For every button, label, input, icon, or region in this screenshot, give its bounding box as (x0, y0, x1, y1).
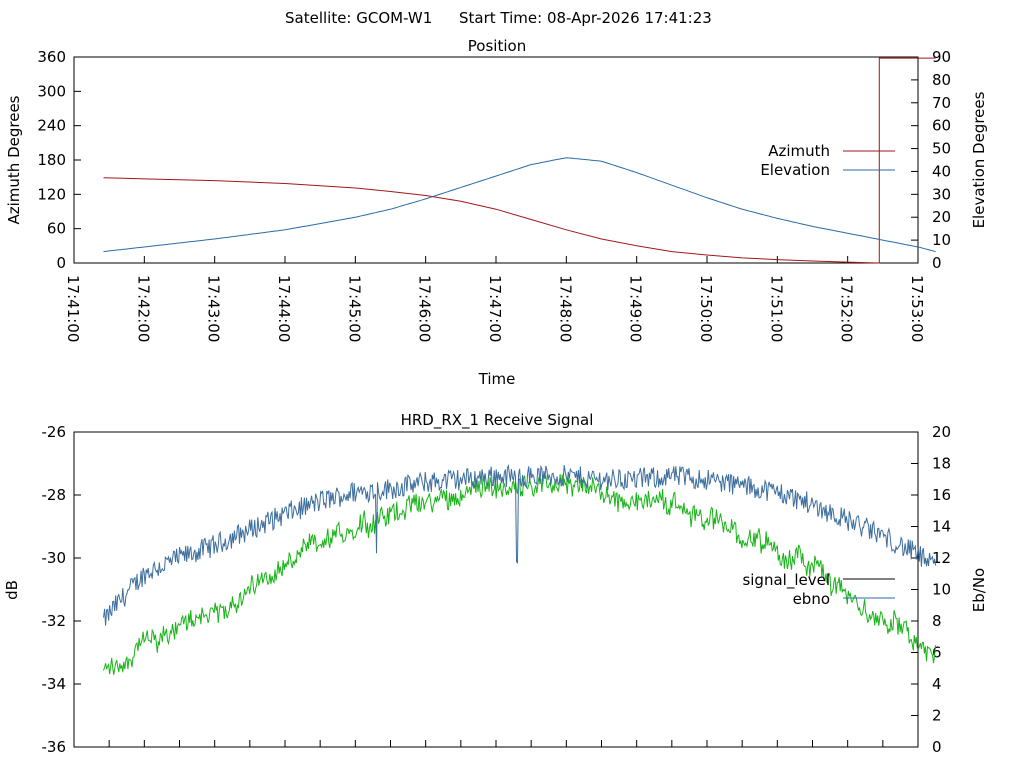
time-tick-label: 17:48:00 (556, 275, 574, 342)
azimuth-tick-label: 240 (37, 117, 66, 135)
db-tick-label: -32 (42, 612, 67, 630)
legend-ebno-label: ebno (793, 590, 830, 608)
azimuth-tick-label: 0 (56, 254, 66, 272)
elevation-tick-label: 60 (932, 117, 951, 135)
time-tick-label: 17:41:00 (64, 275, 82, 342)
elevation-tick-label: 90 (932, 48, 951, 66)
elevation-axis-label: Elevation Degrees (970, 91, 988, 228)
ebno-tick-label: 8 (932, 612, 942, 630)
time-tick-label: 17:51:00 (767, 275, 785, 342)
position-chart: 0 60 120 180 240 300 360 0 10 20 30 40 50 60 70 80 90 17:… (37, 48, 951, 342)
legend-signal-level-label: signal_level (742, 571, 830, 590)
ebno-axis-label: Eb/No (970, 568, 988, 612)
elevation-tick-label: 0 (932, 254, 942, 272)
elevation-line (103, 157, 936, 253)
time-tick-label: 17:49:00 (627, 275, 645, 342)
elevation-tick-label: 50 (932, 140, 951, 158)
time-tick-label: 17:50:00 (697, 275, 715, 342)
legend-elevation-label: Elevation (760, 161, 830, 179)
position-x-axis-label: Time (478, 370, 516, 388)
ebno-line (103, 474, 937, 675)
elevation-tick-label: 10 (932, 231, 951, 249)
ebno-tick-label: 12 (932, 549, 951, 567)
time-tick-label: 17:46:00 (416, 275, 434, 342)
ebno-tick-label: 4 (932, 675, 942, 693)
ebno-tick-label: 0 (932, 738, 942, 756)
legend-azimuth-label: Azimuth (768, 142, 830, 160)
azimuth-axis-label: Azimuth Degrees (5, 95, 23, 224)
elevation-tick-label: 70 (932, 94, 951, 112)
azimuth-tick-label: 120 (37, 185, 66, 203)
ebno-tick-label: 16 (932, 486, 951, 504)
ebno-tick-label: 10 (932, 581, 951, 599)
elevation-tick-label: 80 (932, 71, 951, 89)
db-tick-label: -30 (42, 549, 67, 567)
ebno-tick-label: 18 (932, 455, 951, 473)
position-chart-title: Position (468, 37, 526, 55)
elevation-tick-label: 20 (932, 208, 951, 226)
ebno-tick-label: 20 (932, 423, 951, 441)
signal-level-line (103, 463, 937, 626)
ebno-tick-label: 2 (932, 707, 942, 725)
header-start-time: Start Time: 08-Apr-2026 17:41:23 (459, 9, 712, 27)
azimuth-tick-label: 180 (37, 151, 66, 169)
time-tick-label: 17:52:00 (838, 275, 856, 342)
ebno-tick-label: 6 (932, 644, 942, 662)
elevation-tick-label: 30 (932, 185, 951, 203)
signal-chart-title: HRD_RX_1 Receive Signal (401, 411, 594, 430)
ebno-tick-label: 14 (932, 518, 951, 536)
azimuth-line (103, 57, 936, 264)
time-tick-label: 17:42:00 (134, 275, 152, 342)
elevation-tick-label: 40 (932, 162, 951, 180)
db-tick-label: -34 (42, 675, 67, 693)
azimuth-tick-label: 300 (37, 82, 66, 100)
db-tick-label: -36 (42, 738, 67, 756)
receive-signal-chart: -26-28-30-32-34-3620181614121086420signa… (42, 423, 952, 756)
db-axis-label: dB (3, 580, 21, 600)
time-tick-label: 17:45:00 (345, 275, 363, 342)
position-plot-frame (73, 56, 919, 264)
time-tick-label: 17:47:00 (486, 275, 504, 342)
header-satellite: Satellite: GCOM-W1 (285, 9, 432, 27)
time-tick-label: 17:53:00 (908, 275, 926, 342)
time-tick-label: 17:44:00 (275, 275, 293, 342)
azimuth-tick-label: 360 (37, 48, 66, 66)
db-tick-label: -28 (42, 486, 67, 504)
time-tick-label: 17:43:00 (205, 275, 223, 342)
azimuth-tick-label: 60 (47, 220, 66, 238)
db-tick-label: -26 (42, 423, 67, 441)
